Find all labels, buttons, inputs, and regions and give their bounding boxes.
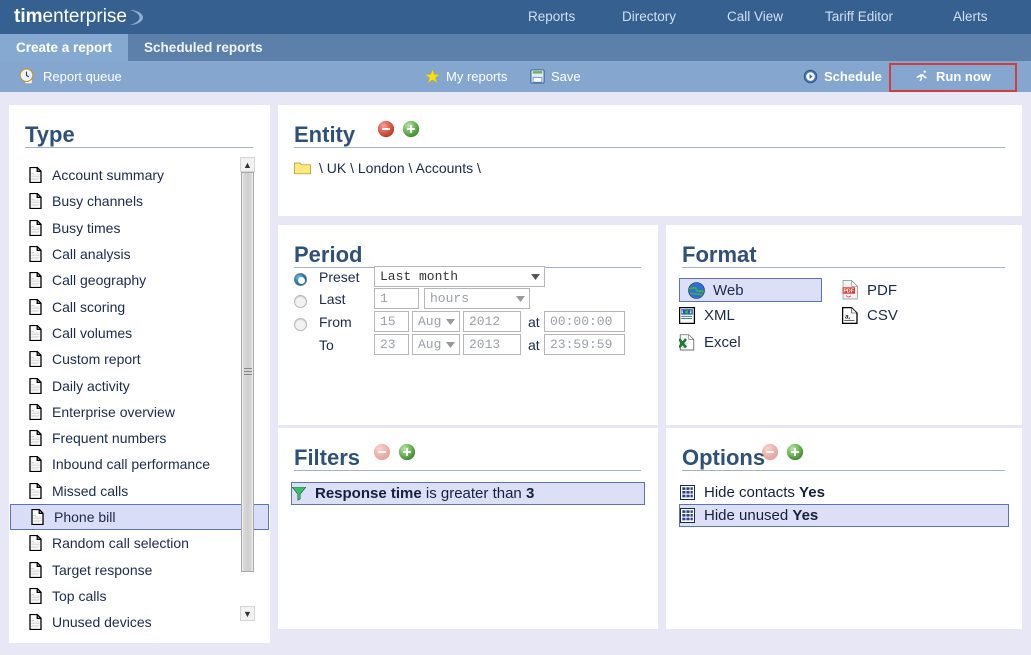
svg-text:PDF: PDF — [843, 288, 854, 294]
svg-text:a,: a, — [845, 313, 851, 320]
